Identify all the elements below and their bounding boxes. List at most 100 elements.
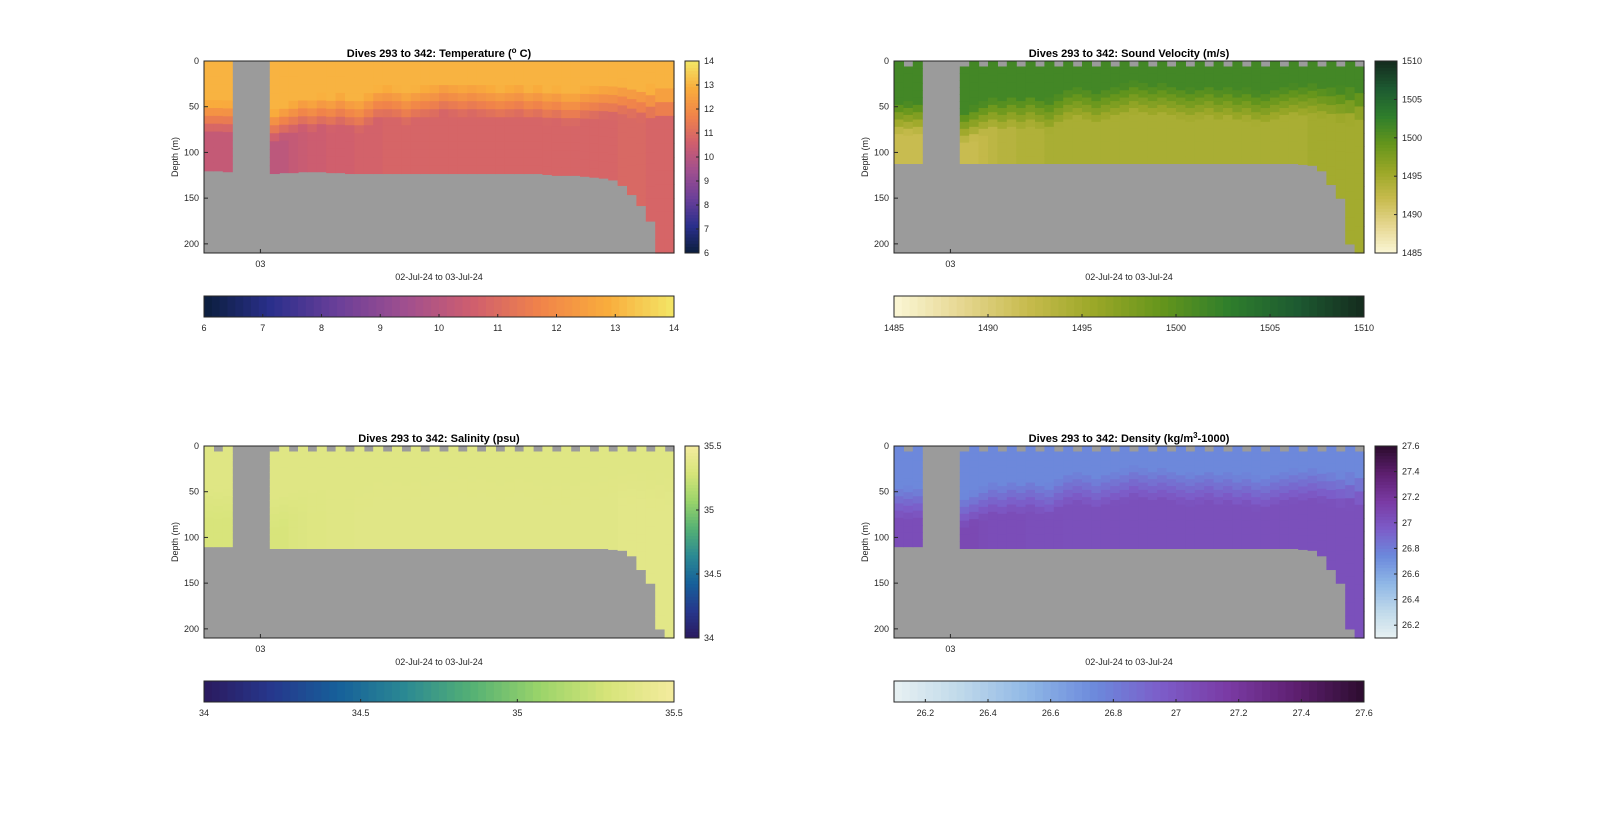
dive-column [307, 61, 318, 173]
data-cell [279, 156, 290, 166]
data-cell [1288, 68, 1299, 77]
data-cell [997, 479, 1008, 487]
data-cell [1185, 486, 1196, 494]
data-cell [335, 68, 346, 78]
data-cell [561, 475, 572, 484]
dive-column [1223, 451, 1233, 549]
data-cell [912, 97, 923, 106]
data-cell [467, 93, 478, 102]
colorbar-cell [211, 296, 221, 317]
data-cell [1044, 467, 1055, 476]
data-cell [997, 451, 1008, 460]
data-cell [410, 141, 421, 150]
data-cell [1335, 554, 1346, 565]
data-cell [1251, 112, 1262, 121]
data-cell [1157, 126, 1168, 135]
colorbar-cell [1042, 296, 1052, 317]
colorbar-cell [1082, 681, 1091, 702]
data-cell [580, 504, 590, 513]
data-cell [580, 453, 590, 462]
data-cell [1298, 535, 1309, 543]
data-cell [533, 149, 543, 158]
data-cell [645, 517, 656, 528]
data-cell [1072, 149, 1083, 158]
data-cell [410, 467, 421, 476]
dive-column [1232, 446, 1243, 549]
data-cell [316, 163, 327, 173]
data-cell [664, 504, 675, 519]
data-cell [1006, 541, 1017, 549]
data-cell [1147, 472, 1158, 480]
data-cell [1260, 534, 1271, 543]
data-cell [392, 141, 402, 150]
data-cell [608, 528, 619, 536]
data-cell [298, 489, 308, 498]
data-cell [589, 486, 600, 494]
data-cell [382, 61, 393, 70]
data-cell [608, 77, 619, 88]
data-cell [1110, 541, 1121, 549]
data-cell [307, 506, 318, 515]
data-cell [1035, 156, 1045, 164]
data-cell [1335, 188, 1346, 199]
data-cell [903, 80, 914, 88]
data-cell [533, 141, 543, 150]
data-cell [1082, 489, 1092, 498]
data-cell [1326, 446, 1337, 456]
colorbar-cell [486, 681, 495, 702]
y-tick-label: 0 [884, 441, 889, 451]
data-cell [1100, 489, 1111, 498]
data-cell [1288, 141, 1299, 150]
data-cell [1110, 135, 1121, 144]
data-cell [589, 513, 600, 522]
data-cell [1194, 97, 1205, 106]
data-cell [1138, 112, 1149, 121]
data-cell [1006, 134, 1017, 143]
data-cell [392, 69, 402, 78]
data-cell [439, 77, 449, 86]
data-cell [326, 534, 337, 543]
x-axis-label: 02-Jul-24 to 03-Jul-24 [395, 657, 483, 667]
data-cell [269, 520, 280, 529]
data-cell [561, 460, 572, 469]
data-cell [1119, 97, 1130, 106]
colorbar-cell [1191, 296, 1200, 317]
data-cell [533, 157, 543, 167]
data-cell [1063, 453, 1074, 462]
data-cell [627, 146, 637, 157]
data-cell [1091, 87, 1102, 95]
data-cell [1110, 108, 1121, 116]
data-cell [1044, 134, 1055, 143]
data-cell [495, 109, 506, 118]
data-cell [1044, 533, 1055, 542]
data-cell [1035, 541, 1045, 549]
data-cell [589, 465, 600, 473]
data-cell [1185, 73, 1196, 81]
data-cell [617, 483, 628, 492]
data-cell [429, 475, 440, 484]
dive-column [580, 446, 590, 549]
y-tick-label: 200 [184, 239, 199, 249]
data-cell [222, 76, 233, 86]
data-cell [580, 93, 590, 103]
data-cell [1241, 465, 1252, 473]
data-cell [476, 85, 487, 94]
data-cell [1016, 465, 1027, 473]
colorbar-tick-label: 1495 [1402, 171, 1422, 181]
data-cell [561, 497, 572, 506]
y-tick-label: 50 [189, 102, 199, 112]
dive-column [561, 446, 572, 549]
dive-column [269, 451, 280, 549]
data-cell [1166, 527, 1177, 536]
data-cell [1119, 446, 1130, 454]
colorbar-cell [1375, 96, 1397, 100]
data-cell [514, 451, 525, 460]
data-cell [1185, 458, 1196, 466]
data-cell [1110, 101, 1121, 109]
data-cell [1232, 68, 1243, 77]
data-cell [279, 519, 290, 528]
data-cell [1016, 499, 1027, 508]
colorbar-cell [1027, 681, 1036, 702]
colorbar-cell [1375, 606, 1397, 610]
